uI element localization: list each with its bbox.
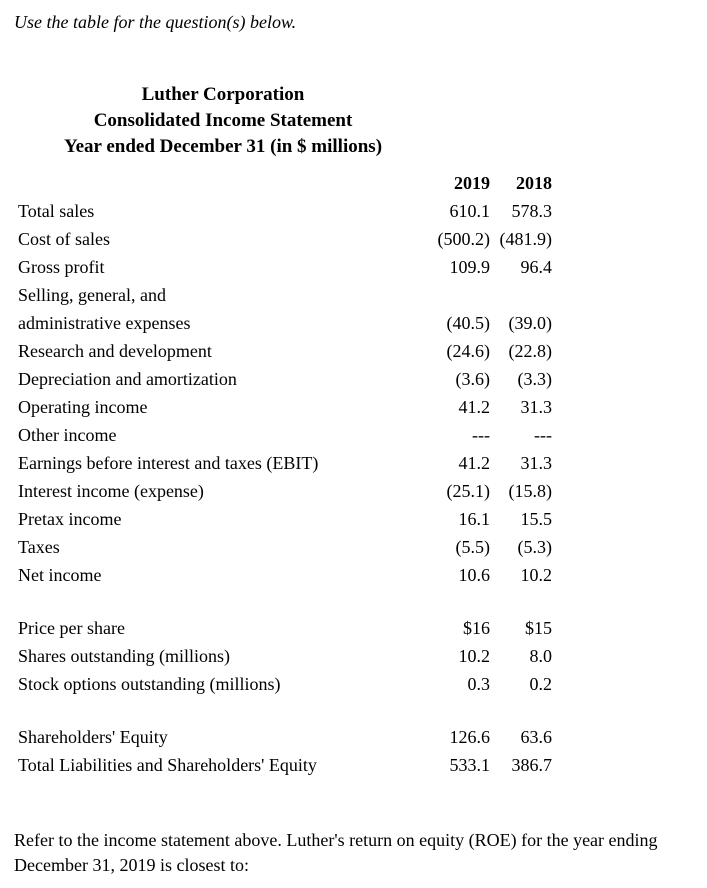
table-row: Pretax income 16.1 15.5	[18, 505, 552, 533]
row-value-2018: ---	[534, 425, 552, 445]
table-row: Shares outstanding (millions) 10.2 8.0	[18, 642, 552, 670]
row-value-2019: (24.6)	[446, 341, 491, 361]
row-value-2018: 386.7	[511, 755, 553, 775]
column-header-2019: 2019	[454, 173, 490, 193]
row-value-2019: 16.1	[458, 509, 491, 529]
row-value-2018: (39.0)	[508, 313, 553, 333]
statement-title: Luther Corporation Consolidated Income S…	[18, 82, 428, 160]
row-value-2018: (5.3)	[517, 537, 553, 557]
column-header-spacer	[18, 169, 414, 197]
row-value-2018: 31.3	[520, 397, 553, 417]
table-row: Net income 10.6 10.2	[18, 561, 552, 589]
row-label: Operating income	[18, 397, 148, 417]
row-value-2019: 41.2	[458, 453, 491, 473]
row-label: Price per share	[18, 618, 125, 638]
table-row: Taxes (5.5) (5.3)	[18, 533, 552, 561]
table-row: Operating income 41.2 31.3	[18, 393, 552, 421]
table-row: Research and development (24.6) (22.8)	[18, 337, 552, 365]
column-header-2018: 2018	[516, 173, 552, 193]
row-value-2018: 31.3	[520, 453, 553, 473]
table-row: Gross profit 109.9 96.4	[18, 253, 552, 281]
row-value-2018: (481.9)	[499, 229, 553, 249]
row-label: Gross profit	[18, 257, 105, 277]
row-value-2019: 10.2	[458, 646, 491, 666]
row-value-2019: 10.6	[458, 565, 491, 585]
instruction-text: Use the table for the question(s) below.	[14, 12, 297, 32]
row-label: Taxes	[18, 537, 60, 557]
income-statement-table: Luther Corporation Consolidated Income S…	[18, 82, 552, 779]
row-value-2019: (40.5)	[446, 313, 491, 333]
table-row: Price per share $16 $15	[18, 614, 552, 642]
row-value-2019: ---	[472, 425, 490, 445]
row-value-2018: 15.5	[520, 509, 553, 529]
row-value-2018: 10.2	[520, 565, 553, 585]
row-value-2019: 41.2	[458, 397, 491, 417]
table-row: Selling, general, and	[18, 281, 552, 309]
row-label: Other income	[18, 425, 117, 445]
row-value-2018	[490, 281, 552, 309]
row-value-2018: 96.4	[520, 257, 553, 277]
row-label: Stock options outstanding (millions)	[18, 674, 281, 694]
row-value-2018: (22.8)	[508, 341, 553, 361]
row-value-2019: 109.9	[449, 257, 491, 277]
row-label: Interest income (expense)	[18, 481, 204, 501]
row-value-2019: (3.6)	[455, 369, 491, 389]
row-label: Cost of sales	[18, 229, 110, 249]
row-value-2018: (3.3)	[517, 369, 553, 389]
row-label: Research and development	[18, 341, 212, 361]
row-label: Pretax income	[18, 509, 122, 529]
row-value-2018: 578.3	[511, 201, 553, 221]
table-row: Cost of sales (500.2) (481.9)	[18, 225, 552, 253]
table-row: administrative expenses (40.5) (39.0)	[18, 309, 552, 337]
table-row: Other income --- ---	[18, 421, 552, 449]
table-row: Interest income (expense) (25.1) (15.8)	[18, 477, 552, 505]
column-header-row: 2019 2018	[18, 169, 552, 197]
row-value-2019: 533.1	[449, 755, 491, 775]
statement-title-period: Year ended December 31 (in $ millions)	[63, 136, 383, 157]
row-label: administrative expenses	[18, 313, 191, 333]
row-value-2018: 63.6	[520, 727, 553, 747]
statement-title-name: Consolidated Income Statement	[93, 110, 353, 131]
row-value-2019: $16	[463, 618, 490, 638]
row-value-2019: 610.1	[449, 201, 491, 221]
row-label: Selling, general, and	[18, 285, 166, 305]
row-label: Total sales	[18, 201, 95, 221]
row-value-2019: 126.6	[449, 727, 491, 747]
row-label: Net income	[18, 565, 102, 585]
row-value-2019: (5.5)	[455, 537, 491, 557]
row-value-2018: 8.0	[529, 646, 553, 666]
row-value-2018: 0.2	[529, 674, 553, 694]
row-value-2018: $15	[525, 618, 552, 638]
table-row: Total sales 610.1 578.3	[18, 197, 552, 225]
table-row: Depreciation and amortization (3.6) (3.3…	[18, 365, 552, 393]
row-value-2019: (25.1)	[446, 481, 491, 501]
row-value-2018: (15.8)	[508, 481, 553, 501]
row-label: Shareholders' Equity	[18, 727, 168, 747]
statement-title-company: Luther Corporation	[141, 84, 305, 105]
table-row: Total Liabilities and Shareholders' Equi…	[18, 751, 552, 779]
row-label: Earnings before interest and taxes (EBIT…	[18, 453, 319, 473]
row-value-2019: 0.3	[467, 674, 491, 694]
row-label: Shares outstanding (millions)	[18, 646, 230, 666]
table-row: Stock options outstanding (millions) 0.3…	[18, 670, 552, 698]
row-label: Depreciation and amortization	[18, 369, 237, 389]
table-row: Earnings before interest and taxes (EBIT…	[18, 449, 552, 477]
row-label: Total Liabilities and Shareholders' Equi…	[18, 755, 317, 775]
row-value-2019: (500.2)	[437, 229, 491, 249]
row-value-2019	[414, 281, 490, 309]
table-row: Shareholders' Equity 126.6 63.6	[18, 723, 552, 751]
question-text: Refer to the income statement above. Lut…	[14, 830, 658, 875]
